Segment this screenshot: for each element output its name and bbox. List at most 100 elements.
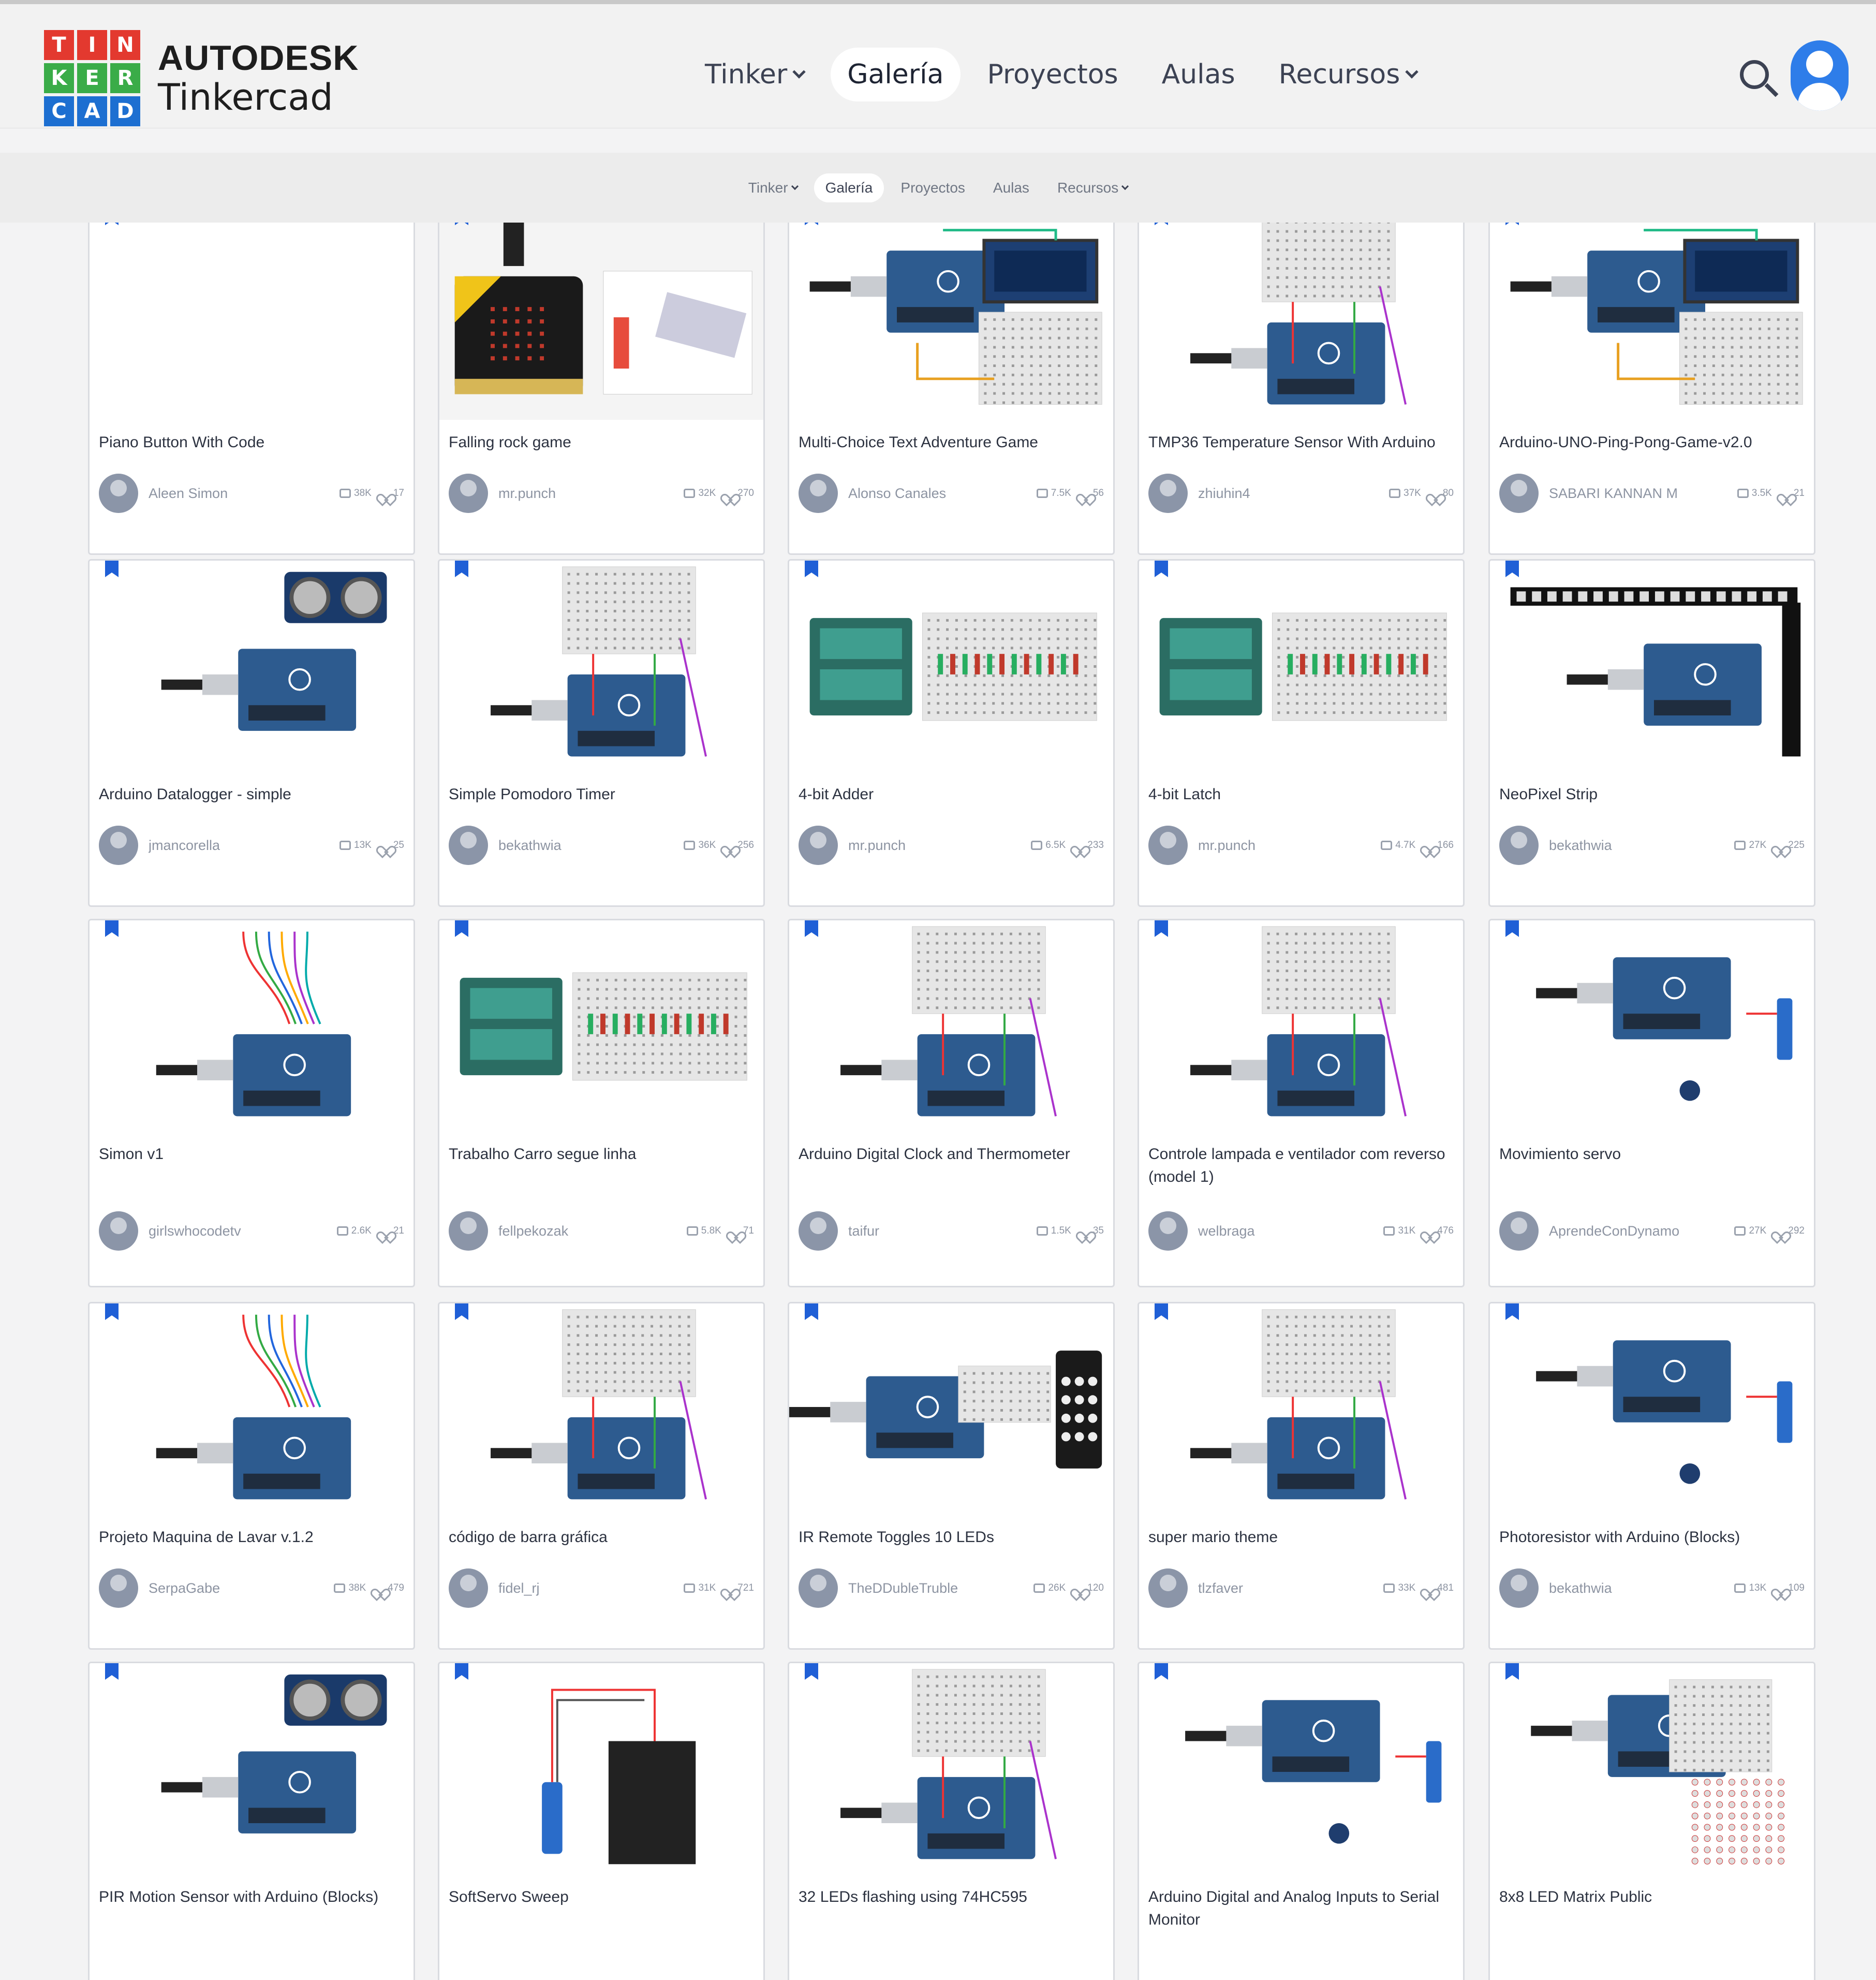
project-thumbnail[interactable] xyxy=(90,1303,413,1516)
project-thumbnail[interactable] xyxy=(439,920,763,1133)
avatar[interactable] xyxy=(99,1211,138,1251)
project-thumbnail[interactable] xyxy=(1139,1303,1463,1516)
author-name[interactable]: Aleen Simon xyxy=(149,485,228,501)
project-card[interactable]: Simple Pomodoro Timer bekathwia 36K 256 xyxy=(438,559,765,907)
author-name[interactable]: jmancorella xyxy=(149,837,220,853)
project-title[interactable]: IR Remote Toggles 10 LEDs xyxy=(799,1529,994,1546)
project-thumbnail[interactable] xyxy=(1139,1663,1463,1875)
project-title[interactable]: super mario theme xyxy=(1148,1529,1278,1546)
project-title[interactable]: SoftServo Sweep xyxy=(449,1888,569,1905)
tinkercad-logo[interactable]: T I N K E R C A D AUTODESK Tinkercad xyxy=(44,30,359,126)
avatar[interactable] xyxy=(449,1568,488,1608)
project-thumbnail[interactable] xyxy=(90,223,413,421)
project-title[interactable]: TMP36 Temperature Sensor With Arduino xyxy=(1148,434,1436,451)
project-thumbnail[interactable] xyxy=(439,1663,763,1875)
project-thumbnail[interactable] xyxy=(1490,1303,1814,1516)
project-card[interactable]: Controle lampada e ventilador com revers… xyxy=(1138,919,1465,1287)
author-name[interactable]: girlswhocodetv xyxy=(149,1223,241,1239)
author-name[interactable]: mr.punch xyxy=(498,485,556,501)
project-title[interactable]: Trabalho Carro segue linha xyxy=(449,1146,637,1163)
nav-recursos[interactable]: Recursos xyxy=(1262,48,1434,101)
project-title[interactable]: Piano Button With Code xyxy=(99,434,265,451)
author-name[interactable]: bekathwia xyxy=(498,837,562,853)
author-name[interactable]: fidel_rj xyxy=(498,1580,540,1596)
avatar[interactable] xyxy=(99,474,138,513)
project-card[interactable]: código de barra gráfica fidel_rj 31K 721 xyxy=(438,1302,765,1650)
project-thumbnail[interactable] xyxy=(1139,561,1463,773)
project-title[interactable]: 4-bit Adder xyxy=(799,786,874,803)
project-thumbnail[interactable] xyxy=(1490,561,1814,773)
author-name[interactable]: Alonso Canales xyxy=(848,485,947,501)
avatar[interactable] xyxy=(1499,1211,1539,1251)
avatar[interactable] xyxy=(1148,826,1188,865)
author-name[interactable]: welbraga xyxy=(1198,1223,1255,1239)
nav-proyectos[interactable]: Proyectos xyxy=(971,48,1135,101)
project-title[interactable]: Controle lampada e ventilador com revers… xyxy=(1148,1146,1445,1185)
project-thumbnail[interactable] xyxy=(789,1303,1113,1516)
subnav-proyectos[interactable]: Proyectos xyxy=(889,173,977,202)
avatar[interactable] xyxy=(1148,474,1188,513)
project-title[interactable]: Movimiento servo xyxy=(1499,1146,1621,1163)
project-card[interactable]: 32 LEDs flashing using 74HC595 xyxy=(788,1662,1115,1980)
project-title[interactable]: NeoPixel Strip xyxy=(1499,786,1598,803)
avatar[interactable] xyxy=(799,1211,838,1251)
project-card[interactable]: Movimiento servo AprendeConDynamo 27K 292 xyxy=(1488,919,1815,1287)
project-thumbnail[interactable] xyxy=(1139,920,1463,1133)
project-card[interactable]: IR Remote Toggles 10 LEDs TheDDubleTruble… xyxy=(788,1302,1115,1650)
project-card[interactable]: NeoPixel Strip bekathwia 27K 225 xyxy=(1488,559,1815,907)
project-title[interactable]: Simon v1 xyxy=(99,1146,164,1163)
author-name[interactable]: AprendeConDynamo xyxy=(1549,1223,1680,1239)
project-card[interactable]: Multi-Choice Text Adventure Game Alonso C… xyxy=(788,223,1115,555)
project-title[interactable]: PIR Motion Sensor with Arduino (Blocks) xyxy=(99,1888,379,1905)
author-name[interactable]: mr.punch xyxy=(1198,837,1256,853)
author-name[interactable]: zhiuhin4 xyxy=(1198,485,1250,501)
project-card[interactable]: Projeto Maquina de Lavar v.1.2 SerpaGabe 3… xyxy=(88,1302,415,1650)
project-title[interactable]: 4-bit Latch xyxy=(1148,786,1221,803)
project-card[interactable]: 4-bit Latch mr.punch 4.7K 166 xyxy=(1138,559,1465,907)
project-thumbnail[interactable] xyxy=(789,1663,1113,1875)
project-thumbnail[interactable] xyxy=(90,1663,413,1875)
project-thumbnail[interactable] xyxy=(439,561,763,773)
project-thumbnail[interactable] xyxy=(1490,1663,1814,1875)
project-card[interactable]: super mario theme tlzfaver 33K 481 xyxy=(1138,1302,1465,1650)
project-card[interactable]: Arduino Digital and Analog Inputs to Ser… xyxy=(1138,1662,1465,1980)
project-title[interactable]: código de barra gráfica xyxy=(449,1529,608,1546)
search-icon[interactable] xyxy=(1740,60,1769,89)
project-title[interactable]: Falling rock game xyxy=(449,434,571,451)
author-name[interactable]: TheDDubleTruble xyxy=(848,1580,958,1596)
nav-galeria[interactable]: Galería xyxy=(831,48,961,101)
project-card[interactable]: 4-bit Adder mr.punch 6.5K 233 xyxy=(788,559,1115,907)
project-title[interactable]: 8x8 LED Matrix Public xyxy=(1499,1888,1652,1905)
project-card[interactable]: TMP36 Temperature Sensor With Arduino zhi… xyxy=(1138,223,1465,555)
subnav-aulas[interactable]: Aulas xyxy=(982,173,1041,202)
project-card[interactable]: PIR Motion Sensor with Arduino (Blocks) xyxy=(88,1662,415,1980)
project-card[interactable]: Arduino Digital Clock and Thermometer tai… xyxy=(788,919,1115,1287)
author-name[interactable]: bekathwia xyxy=(1549,837,1612,853)
project-card[interactable]: Trabalho Carro segue linha fellpekozak 5.8… xyxy=(438,919,765,1287)
project-thumbnail[interactable] xyxy=(439,1303,763,1516)
avatar[interactable] xyxy=(799,826,838,865)
avatar[interactable] xyxy=(1148,1568,1188,1608)
project-thumbnail[interactable] xyxy=(1490,223,1814,421)
avatar[interactable] xyxy=(1499,1568,1539,1608)
project-title[interactable]: Arduino Digital Clock and Thermometer xyxy=(799,1146,1070,1163)
nav-tinker[interactable]: Tinker xyxy=(688,48,820,101)
avatar[interactable] xyxy=(799,1568,838,1608)
project-card[interactable]: Falling rock game mr.punch 32K 270 xyxy=(438,223,765,555)
author-name[interactable]: SerpaGabe xyxy=(149,1580,220,1596)
project-title[interactable]: Arduino-UNO-Ping-Pong-Game-v2.0 xyxy=(1499,434,1752,451)
project-thumbnail[interactable] xyxy=(789,223,1113,421)
avatar[interactable] xyxy=(449,474,488,513)
project-title[interactable]: Simple Pomodoro Timer xyxy=(449,786,615,803)
project-thumbnail[interactable] xyxy=(90,561,413,773)
project-thumbnail[interactable] xyxy=(439,223,763,421)
project-thumbnail[interactable] xyxy=(789,561,1113,773)
project-thumbnail[interactable] xyxy=(789,920,1113,1133)
project-title[interactable]: 32 LEDs flashing using 74HC595 xyxy=(799,1888,1027,1905)
project-card[interactable]: 8x8 LED Matrix Public xyxy=(1488,1662,1815,1980)
avatar[interactable] xyxy=(99,826,138,865)
avatar[interactable] xyxy=(449,1211,488,1251)
avatar[interactable] xyxy=(1499,826,1539,865)
avatar[interactable] xyxy=(1148,1211,1188,1251)
project-title[interactable]: Photoresistor with Arduino (Blocks) xyxy=(1499,1529,1740,1546)
